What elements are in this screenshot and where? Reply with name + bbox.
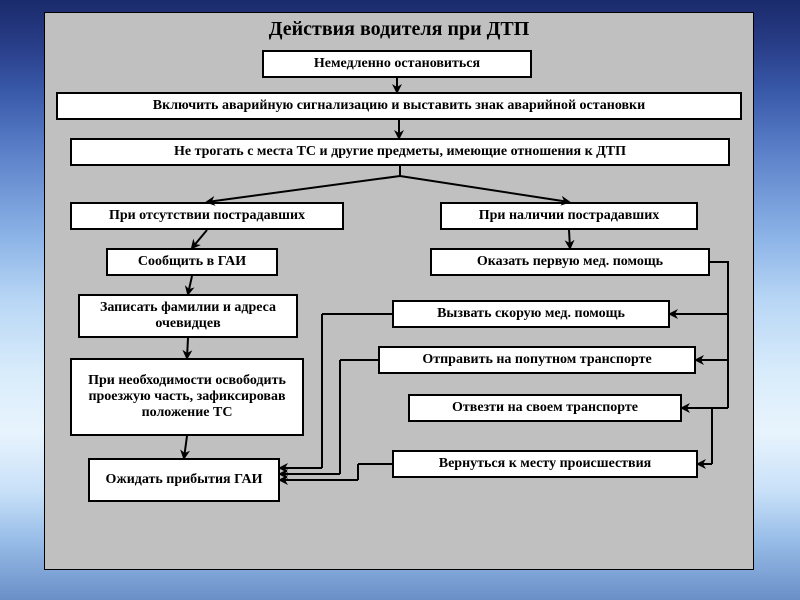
node-n14: Ожидать прибытия ГАИ: [88, 458, 280, 502]
node-n10: При необходимости освободить проезжую ча…: [70, 358, 304, 436]
node-n9: Вызвать скорую мед. помощь: [392, 300, 670, 328]
node-n13: Вернуться к месту происшествия: [392, 450, 698, 478]
node-n7: Оказать первую мед. помощь: [430, 248, 710, 276]
node-n3: Не трогать с места ТС и другие предметы,…: [70, 138, 730, 166]
node-n8: Записать фамилии и адреса очевидцев: [78, 294, 298, 338]
diagram-title: Действия водителя при ДТП: [44, 18, 754, 41]
node-n4: При отсутствии пострадавших: [70, 202, 344, 230]
node-n12: Отвезти на своем транспорте: [408, 394, 682, 422]
node-n2: Включить аварийную сигнализацию и выстав…: [56, 92, 742, 120]
node-n6: Сообщить в ГАИ: [106, 248, 278, 276]
node-n1: Немедленно остановиться: [262, 50, 532, 78]
node-n5: При наличии пострадавших: [440, 202, 698, 230]
node-n11: Отправить на попутном транспорте: [378, 346, 696, 374]
